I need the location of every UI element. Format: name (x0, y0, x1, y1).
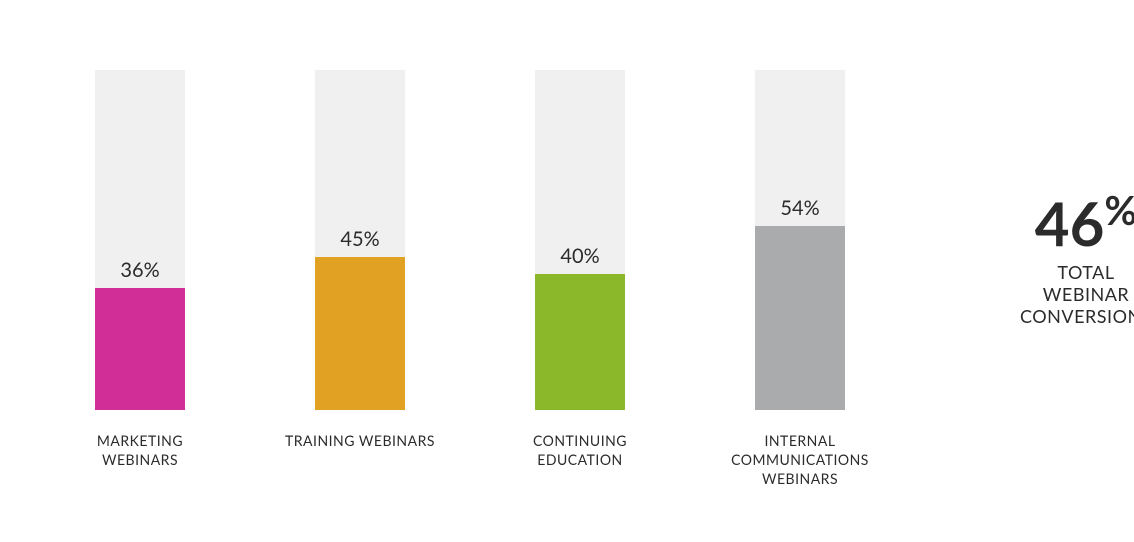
bar-col: 40% CONTINUING EDUCATION (500, 70, 660, 470)
summary-number: 46 (1035, 187, 1105, 259)
bar-fill (315, 257, 405, 410)
summary-block: 46% TOTAL WEBINAR CONVERSIONS (1020, 190, 1134, 327)
bar-col: 36% MARKETING WEBINARS (60, 70, 220, 470)
bar-value-label: 40% (535, 244, 625, 268)
bar-track: 40% (535, 70, 625, 410)
bar-value-label: 36% (95, 258, 185, 282)
bar-category-label: TRAINING WEBINARS (280, 432, 440, 451)
bar-chart: 36% MARKETING WEBINARS 45% TRAINING WEBI… (60, 70, 880, 489)
bar-category-label: CONTINUING EDUCATION (500, 432, 660, 470)
bar-track: 54% (755, 70, 845, 410)
bar-value-label: 45% (315, 227, 405, 251)
summary-value: 46% (1035, 190, 1134, 253)
summary-subtitle: TOTAL WEBINAR CONVERSIONS (1020, 261, 1134, 327)
chart-root: 36% MARKETING WEBINARS 45% TRAINING WEBI… (0, 0, 1134, 542)
bar-track: 36% (95, 70, 185, 410)
bar-fill (755, 226, 845, 410)
bar-fill (95, 288, 185, 410)
bar-category-label: MARKETING WEBINARS (60, 432, 220, 470)
bar-category-label: INTERNAL COMMUNICATIONS WEBINARS (720, 432, 880, 489)
bar-col: 54% INTERNAL COMMUNICATIONS WEBINARS (720, 70, 880, 489)
bar-track: 45% (315, 70, 405, 410)
bar-value-label: 54% (755, 196, 845, 220)
percent-sign: % (1104, 186, 1134, 234)
bar-col: 45% TRAINING WEBINARS (280, 70, 440, 451)
bar-fill (535, 274, 625, 410)
